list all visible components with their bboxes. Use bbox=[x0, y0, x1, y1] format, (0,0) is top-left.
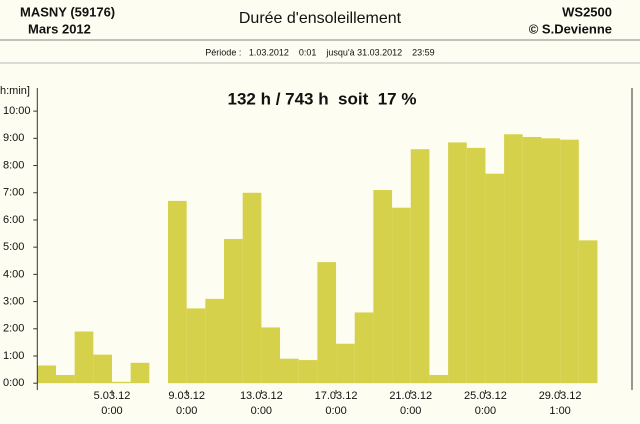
y-axis-label: h:min] bbox=[0, 85, 30, 97]
y-tick-label: 2:00 bbox=[3, 323, 24, 335]
y-tick-label: 6:00 bbox=[3, 214, 24, 226]
x-tick-label: 21.03.12 bbox=[389, 390, 432, 402]
bar bbox=[336, 343, 355, 384]
bar bbox=[298, 360, 318, 384]
bar bbox=[37, 365, 56, 384]
bar bbox=[261, 327, 281, 384]
x-tick-time: 0:00 bbox=[101, 405, 122, 417]
x-tick-time: 1:00 bbox=[549, 405, 570, 417]
location: MASNY (59176) bbox=[20, 4, 115, 19]
summary: 132 h / 743 h soit 17 % bbox=[228, 89, 417, 108]
bar bbox=[448, 142, 467, 384]
bar bbox=[224, 239, 243, 384]
author: © S.Devienne bbox=[529, 21, 612, 36]
x-tick-label: 9.03.12 bbox=[168, 390, 205, 402]
bar bbox=[560, 139, 579, 384]
x-tick-label: 29.03.12 bbox=[539, 390, 582, 402]
period: Période : 1.03.2012 0:01 jusqu'à 31.03.2… bbox=[205, 47, 434, 57]
bar bbox=[93, 354, 112, 384]
bar bbox=[541, 138, 561, 384]
x-tick-time: 0:00 bbox=[475, 405, 496, 417]
y-tick-label: 7:00 bbox=[3, 187, 24, 199]
station: WS2500 bbox=[562, 4, 612, 19]
bar bbox=[485, 173, 505, 384]
bar bbox=[55, 375, 75, 384]
x-tick-label: 5.03.12 bbox=[94, 390, 131, 402]
bar bbox=[205, 298, 225, 384]
bar bbox=[429, 375, 449, 384]
y-tick-label: 3:00 bbox=[3, 295, 24, 307]
bar bbox=[354, 312, 374, 384]
x-tick-label: 25.03.12 bbox=[464, 390, 507, 402]
bar bbox=[74, 331, 94, 384]
y-tick-label: 1:00 bbox=[3, 350, 24, 362]
x-tick-label: 13.03.12 bbox=[240, 390, 283, 402]
x-tick-time: 0:00 bbox=[176, 405, 197, 417]
y-tick-label: 8:00 bbox=[3, 159, 24, 171]
y-tick-label: 9:00 bbox=[3, 132, 24, 144]
y-tick-label: 10:00 bbox=[3, 105, 31, 117]
bar bbox=[130, 362, 150, 384]
bar bbox=[392, 207, 411, 384]
x-tick-time: 0:00 bbox=[251, 405, 272, 417]
bar bbox=[578, 240, 598, 384]
bar bbox=[111, 381, 131, 384]
bar bbox=[317, 262, 337, 384]
y-tick-label: 0:00 bbox=[3, 377, 24, 389]
title: Durée d'ensoleillement bbox=[239, 10, 402, 27]
bar bbox=[504, 134, 523, 384]
bar bbox=[373, 190, 393, 384]
x-tick-time: 0:00 bbox=[325, 405, 346, 417]
x-tick-label: 17.03.12 bbox=[315, 390, 358, 402]
bar bbox=[242, 192, 262, 384]
month: Mars 2012 bbox=[28, 21, 91, 36]
y-tick-label: 4:00 bbox=[3, 268, 24, 280]
bar bbox=[466, 147, 486, 384]
bar bbox=[280, 358, 299, 384]
y-tick-label: 5:00 bbox=[3, 241, 24, 253]
bar bbox=[186, 308, 206, 384]
bar bbox=[410, 149, 430, 384]
x-tick-time: 0:00 bbox=[400, 405, 421, 417]
bar bbox=[168, 200, 187, 384]
bar bbox=[522, 136, 542, 384]
